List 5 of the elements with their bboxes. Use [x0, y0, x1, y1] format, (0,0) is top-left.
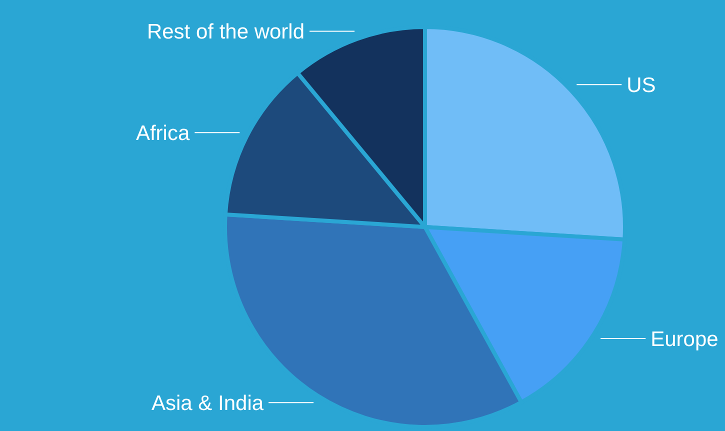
slice-label: Asia & India	[151, 392, 264, 415]
slice-label: Rest of the world	[146, 20, 305, 44]
slice-label: Europe	[650, 328, 718, 351]
slice-label: Africa	[136, 122, 190, 145]
slice-label: US	[626, 74, 656, 97]
